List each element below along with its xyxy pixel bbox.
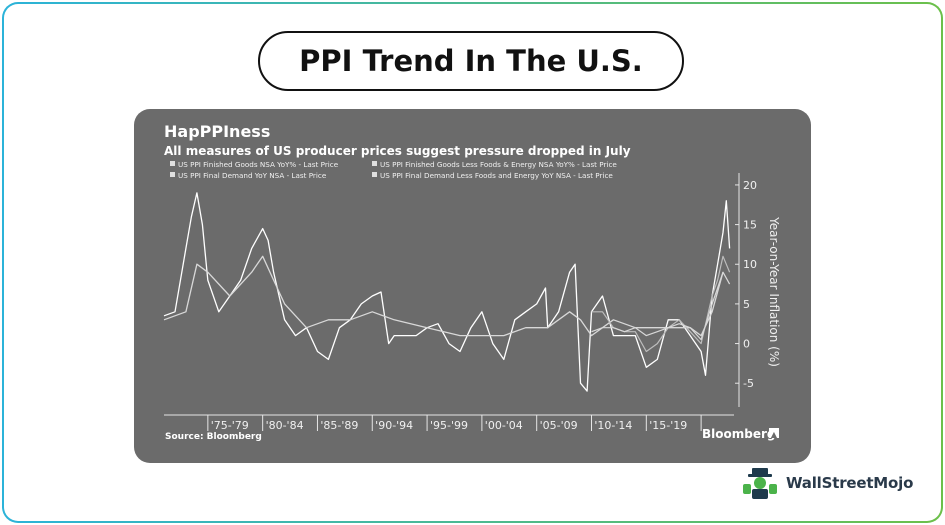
legend-entry: US PPI Final Demand YoY NSA - Last Price [178, 171, 327, 180]
legend-swatch [372, 161, 377, 166]
brand-name: WallStreetMojo [786, 474, 914, 492]
x-tick-label: '85-'89 [320, 419, 358, 432]
y-tick-label: 15 [743, 219, 757, 232]
series-lines [163, 192, 731, 392]
bloomberg-watermark: Bloomberg [702, 427, 776, 441]
legend-entry: US PPI Finished Goods Less Foods & Energ… [380, 160, 617, 169]
y-tick-label: -5 [743, 377, 754, 390]
series-line-2 [163, 255, 724, 337]
x-tick-label: '10-'14 [594, 419, 632, 432]
series-line-4 [591, 271, 731, 341]
y-tick-label: 10 [743, 258, 757, 271]
x-tick-label: '75-'79 [211, 419, 249, 432]
y-axis: 20 15 10 5 0 -5 Year-on-Year Inflation (%) [735, 173, 781, 407]
x-tick-label: '05-'09 [540, 419, 578, 432]
legend-entry: US PPI Final Demand Less Foods and Energ… [380, 171, 613, 180]
chart-panel: HapPPIness All measures of US producer p… [134, 109, 811, 463]
legend-swatch [170, 161, 175, 166]
legend-swatch [170, 172, 175, 177]
page-title: PPI Trend In The U.S. [258, 31, 684, 91]
y-tick-label: 5 [743, 298, 750, 311]
chart-legend: US PPI Finished Goods NSA YoY% - Last Pr… [170, 160, 617, 180]
y-tick-label: 20 [743, 179, 757, 192]
chart-source: Source: Bloomberg [165, 432, 262, 442]
x-axis: '75-'79 '80-'84 '85-'89 '90-'94 '95-'99 '00-'… [164, 414, 734, 432]
y-axis-label: Year-on-Year Inflation (%) [767, 216, 781, 367]
ppi-line-chart: HapPPIness All measures of US producer p… [163, 122, 781, 442]
series-line-1 [163, 192, 731, 392]
chart-title: HapPPIness [164, 122, 270, 141]
x-tick-label: '00-'04 [485, 419, 523, 432]
x-tick-label: '95-'99 [430, 419, 468, 432]
x-tick-label: '90-'94 [375, 419, 413, 432]
chart-subtitle: All measures of US producer prices sugge… [164, 144, 631, 158]
brand-logo: WallStreetMojo [740, 465, 913, 501]
x-tick-label: '15-'19 [649, 419, 687, 432]
legend-swatch [372, 172, 377, 177]
x-tick-label: '80-'84 [266, 419, 304, 432]
wallstreetmojo-logo-icon [743, 468, 777, 499]
y-tick-label: 0 [743, 338, 750, 351]
bloomberg-logo-icon [769, 428, 779, 438]
legend-entry: US PPI Finished Goods NSA YoY% - Last Pr… [178, 160, 339, 169]
bloomberg-logo-glyph: ▲ [771, 430, 778, 439]
